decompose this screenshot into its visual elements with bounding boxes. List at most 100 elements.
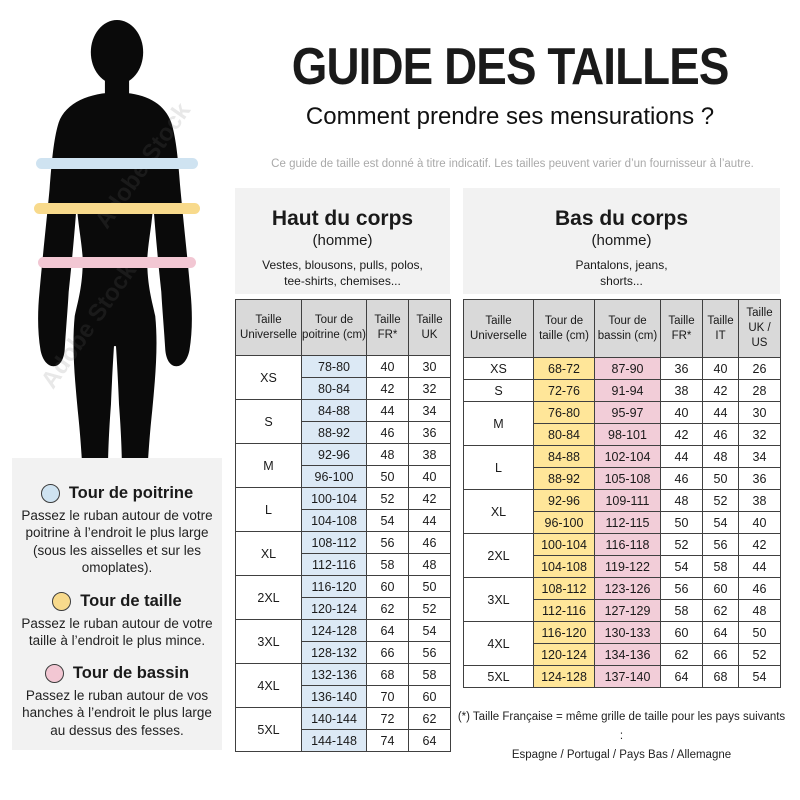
data-cell: 128-132 (301, 641, 367, 664)
section-garments: Pantalons, jeans, shorts... (575, 258, 668, 289)
table-row: XS 78-80 40 30 (235, 355, 451, 400)
size-cell: XS (463, 357, 534, 380)
data-cell: 127-129 (594, 599, 661, 622)
data-cell: 60 (660, 621, 703, 644)
data-cell: 132-136 (301, 663, 367, 686)
data-cell: 44 (738, 555, 781, 578)
data-cell: 96-100 (533, 511, 595, 534)
data-cell: 58 (660, 599, 703, 622)
data-cell: 68 (366, 663, 409, 686)
table-row: 2XL 100-104 116-118 52 56 42 (463, 533, 781, 578)
data-cell: 123-126 (594, 577, 661, 600)
data-cell: 100-104 (301, 487, 367, 510)
data-cell: 54 (738, 665, 781, 688)
size-cell: 3XL (463, 577, 534, 622)
table-row: L 84-88 102-104 44 48 34 (463, 445, 781, 490)
data-cell: 58 (366, 553, 409, 576)
data-cell: 26 (738, 357, 781, 380)
column-header: Taille UK / US (738, 299, 781, 358)
legend-item: Tour de taille Passez le ruban autour de … (12, 592, 222, 650)
data-cell: 38 (408, 443, 451, 466)
data-cell: 72-76 (533, 379, 595, 402)
data-cell: 38 (738, 489, 781, 512)
data-cell: 66 (702, 643, 739, 666)
data-cell: 108-112 (301, 531, 367, 554)
data-cell: 137-140 (594, 665, 661, 688)
size-cell: XL (463, 489, 534, 534)
data-cell: 119-122 (594, 555, 661, 578)
legend-text: Passez le ruban autour de votre poitrine… (21, 508, 213, 575)
bassin-circle-icon (44, 664, 64, 683)
data-cell: 50 (738, 621, 781, 644)
data-cell: 116-120 (301, 575, 367, 598)
data-cell: 144-148 (301, 729, 367, 752)
data-cell: 46 (366, 421, 409, 444)
data-cell: 56 (408, 641, 451, 664)
data-cell: 64 (660, 665, 703, 688)
data-cell: 36 (738, 467, 781, 490)
data-cell: 62 (408, 707, 451, 730)
data-cell: 46 (702, 423, 739, 446)
male-silhouette-icon (38, 20, 192, 480)
section-gender: (homme) (312, 232, 373, 249)
table-row: 144-148 74 64 (236, 729, 451, 752)
data-cell: 116-120 (533, 621, 595, 644)
data-cell: 136-140 (301, 685, 367, 708)
size-cell: M (463, 401, 534, 446)
data-cell: 50 (408, 575, 451, 598)
table-row: S 72-76 91-94 38 42 28 (463, 379, 781, 402)
data-cell: 74 (366, 729, 409, 752)
data-cell: 68-72 (533, 357, 595, 380)
data-cell: 108-112 (533, 577, 595, 600)
data-cell: 50 (660, 511, 703, 534)
data-cell: 62 (702, 599, 739, 622)
data-cell: 120-124 (533, 643, 595, 666)
legend-title: Tour de bassin (72, 664, 190, 682)
data-cell: 54 (366, 509, 409, 532)
legend-title: Tour de poitrine (68, 484, 194, 502)
data-cell: 56 (366, 531, 409, 554)
data-cell: 34 (408, 399, 451, 422)
data-cell: 104-108 (533, 555, 595, 578)
french-size-footnote: (*) Taille Française = même grille de ta… (457, 711, 786, 761)
size-cell: 5XL (235, 707, 302, 752)
column-header: Taille Universelle (235, 299, 302, 356)
size-cell: 2XL (463, 533, 534, 578)
data-cell: 36 (408, 421, 451, 444)
table-row: 120-124 62 52 (236, 597, 451, 620)
tour-de-taille-band (34, 203, 200, 214)
table-row: 120-124 134-136 62 66 52 (464, 643, 781, 666)
table-row: 5XL 124-128 137-140 64 68 54 (463, 665, 781, 688)
data-cell: 56 (702, 533, 739, 556)
section-garments: Vestes, blousons, pulls, polos, tee-shir… (262, 258, 423, 289)
data-cell: 32 (408, 377, 451, 400)
table-row: 104-108 119-122 54 58 44 (464, 555, 781, 578)
data-cell: 54 (660, 555, 703, 578)
column-header: Tour de taille (cm) (533, 299, 595, 358)
data-cell: 42 (366, 377, 409, 400)
size-cell: S (235, 399, 302, 444)
size-cell: 3XL (235, 619, 302, 664)
data-cell: 104-108 (301, 509, 367, 532)
legend-text: Passez le ruban autour de votre taille à… (21, 616, 213, 649)
data-cell: 44 (660, 445, 703, 468)
upper-body-section-header: Haut du corps (homme) Vestes, blousons, … (235, 188, 450, 294)
data-cell: 52 (408, 597, 451, 620)
data-cell: 72 (366, 707, 409, 730)
data-cell: 112-116 (301, 553, 367, 576)
page-subtitle: Comment prendre ses mensurations ? (305, 102, 715, 130)
data-cell: 48 (366, 443, 409, 466)
table-row: XL 108-112 56 46 (235, 531, 451, 576)
table-row: 4XL 132-136 68 58 (235, 663, 451, 708)
data-cell: 76-80 (533, 401, 595, 424)
data-cell: 52 (702, 489, 739, 512)
column-header: Tour de poitrine (cm) (301, 299, 367, 356)
data-cell: 109-111 (594, 489, 661, 512)
section-title: Haut du corps (271, 207, 414, 230)
data-cell: 36 (660, 357, 703, 380)
data-cell: 112-116 (533, 599, 595, 622)
table-row: 80-84 42 32 (236, 377, 451, 400)
size-cell: XL (235, 531, 302, 576)
table-row: XS 68-72 87-90 36 40 26 (463, 357, 781, 380)
tour-de-bassin-band (38, 257, 196, 268)
